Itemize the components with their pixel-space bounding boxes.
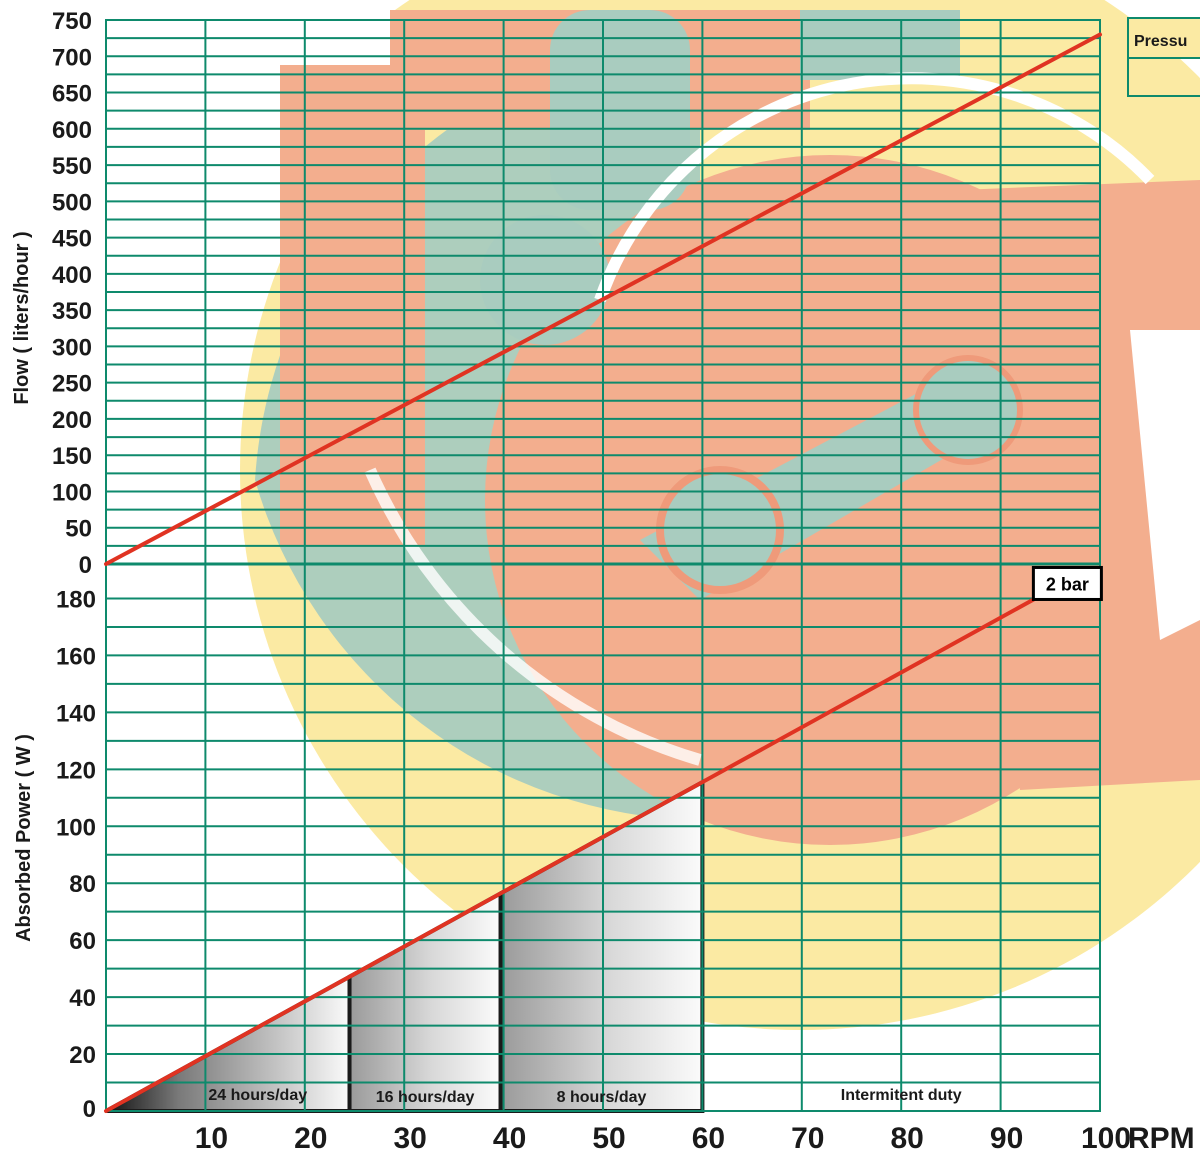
legend-label: Pressu — [1134, 33, 1187, 50]
flow-tick-label: 400 — [52, 262, 92, 289]
chart-series: 2 bar — [104, 32, 1103, 1113]
flow-tick-label: 450 — [52, 226, 92, 253]
power-tick-label: 60 — [69, 928, 96, 955]
flow-tick-label: 300 — [52, 334, 92, 361]
power-axis-title: Absorbed Power ( W ) — [13, 734, 35, 942]
series-tag-box — [1031, 565, 1103, 601]
power-tick-label: 0 — [83, 1096, 96, 1123]
flow-axis-title: Flow ( liters/hour ) — [11, 231, 33, 404]
power-tick-label: 80 — [69, 871, 96, 898]
rpm-tick-label: 40 — [493, 1122, 526, 1155]
flow-tick-label: 150 — [52, 443, 92, 470]
power-tick-label: 20 — [69, 1042, 96, 1069]
rpm-tick-label: 10 — [195, 1122, 228, 1155]
power-tick-label: 180 — [56, 586, 96, 613]
rpm-tick-label: 80 — [891, 1122, 924, 1155]
chart-grid — [105, 19, 1101, 1112]
power-tick-label: 160 — [56, 643, 96, 670]
flow-tick-label: 0 — [79, 552, 92, 579]
power-axis-ticks: 0 20 40 60 80 100 120 140 160 180 — [56, 586, 96, 1123]
legend: Pressu — [1127, 17, 1200, 97]
duty-band-label: Intermitent duty — [841, 1087, 962, 1104]
flow-tick-label: 100 — [52, 479, 92, 506]
power-tick-label: 120 — [56, 757, 96, 784]
flow-tick-label: 550 — [52, 153, 92, 180]
power-tick-label: 140 — [56, 700, 96, 727]
flow-tick-label: 600 — [52, 117, 92, 144]
pump-watermark-image — [240, 0, 1200, 1030]
flow-tick-label: 200 — [52, 407, 92, 434]
flow-tick-label: 50 — [65, 516, 92, 543]
flow-tick-label: 500 — [52, 189, 92, 216]
duty-band-fill — [347, 889, 503, 1113]
duty-band-labels: 24 hours/day 16 hours/day 8 hours/day Inter… — [208, 1087, 961, 1106]
rpm-tick-label: 60 — [692, 1122, 725, 1155]
rpm-unit-label: RPM — [1128, 1122, 1195, 1155]
power-series-name: 2 bar — [1046, 574, 1089, 594]
duty-band-label: 8 hours/day — [557, 1089, 647, 1106]
flow-series-line — [104, 32, 1102, 566]
rpm-tick-label: 70 — [791, 1122, 824, 1155]
flow-axis-ticks: 0 50 100 150 200 250 300 350 400 450 500 550 600 650 7… — [52, 8, 92, 579]
flow-tick-label: 350 — [52, 298, 92, 325]
duty-band-label: 24 hours/day — [208, 1087, 307, 1104]
power-series-line — [104, 596, 1038, 1113]
rpm-tick-label: 50 — [592, 1122, 625, 1155]
rpm-tick-label: 90 — [990, 1122, 1023, 1155]
rpm-tick-label: 30 — [394, 1122, 427, 1155]
power-tick-label: 100 — [56, 814, 96, 841]
flow-tick-label: 750 — [52, 8, 92, 35]
duty-band-label: 16 hours/day — [376, 1089, 475, 1106]
flow-tick-label: 700 — [52, 44, 92, 71]
power-tick-label: 40 — [69, 985, 96, 1012]
flow-tick-label: 250 — [52, 371, 92, 398]
rpm-tick-label: 100 — [1081, 1122, 1131, 1155]
flow-tick-label: 650 — [52, 81, 92, 108]
rpm-tick-label: 20 — [294, 1122, 327, 1155]
